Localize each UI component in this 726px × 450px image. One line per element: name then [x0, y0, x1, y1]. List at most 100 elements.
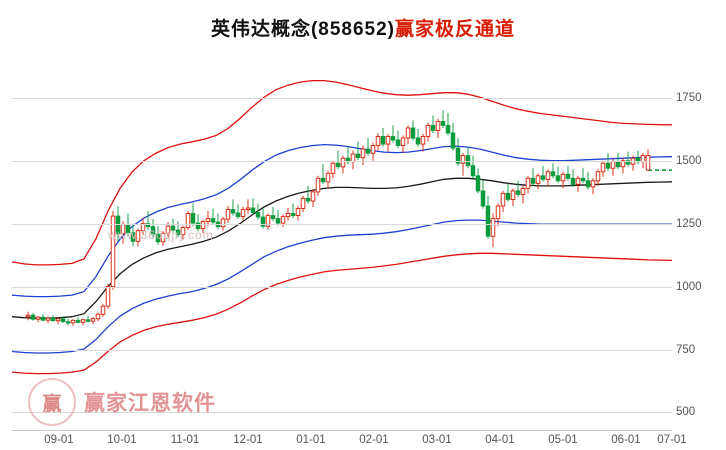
candlestick: [635, 150, 641, 165]
candlestick: [190, 203, 196, 227]
candlestick: [435, 118, 441, 138]
candlestick: [300, 195, 306, 212]
watermark-brand: 赢家江恩软件: [84, 392, 216, 415]
candlestick: [155, 226, 161, 245]
band-line: [11, 177, 673, 319]
chart-title: 英伟达概念(858652)赢家极反通道: [0, 14, 726, 41]
candlestick: [55, 317, 61, 325]
gridline: [12, 160, 672, 162]
candlestick: [515, 180, 521, 197]
candlestick: [400, 135, 406, 154]
candlestick: [25, 311, 31, 321]
candlestick: [240, 207, 246, 221]
candlestick: [445, 112, 451, 136]
candlestick: [380, 128, 386, 147]
candlestick: [120, 221, 126, 244]
candlestick: [325, 170, 331, 189]
candlestick: [260, 208, 266, 229]
candlestick: [80, 318, 86, 326]
candlestick: [305, 185, 311, 204]
candlestick: [95, 312, 101, 322]
candlestick: [60, 316, 66, 323]
candlestick: [35, 315, 41, 323]
candlestick: [410, 120, 416, 141]
candlestick: [50, 315, 56, 322]
candlestick: [625, 151, 631, 167]
gridline: [12, 223, 672, 225]
gridline: [12, 412, 672, 414]
candlestick: [160, 231, 166, 246]
y-axis-tick-label: 1000: [676, 280, 702, 293]
candlestick: [255, 203, 261, 220]
candlestick: [450, 122, 456, 151]
candlestick: [315, 175, 321, 196]
band-line: [11, 79, 673, 266]
x-axis-tick-label: 01-01: [296, 434, 326, 446]
candlestick: [215, 213, 221, 230]
candlestick: [540, 165, 546, 182]
x-axis-tick-label: 10-01: [107, 434, 137, 446]
band-line: [11, 252, 673, 375]
x-axis-tick-label: 04-01: [485, 434, 515, 446]
candlestick: [495, 203, 501, 227]
candlestick: [530, 168, 536, 186]
candlestick: [335, 150, 341, 170]
x-axis-tick-label: 02-01: [359, 434, 389, 446]
candlestick: [550, 163, 556, 179]
candlestick: [270, 207, 276, 222]
x-axis-tick-label: 12-01: [233, 434, 263, 446]
gridline: [12, 97, 672, 99]
candlestick: [85, 315, 91, 323]
candlestick: [210, 208, 216, 225]
candlestick: [125, 213, 131, 237]
candlestick: [320, 164, 326, 185]
candlestick: [475, 168, 481, 194]
watermark-url: www.360qjrj.com: [108, 228, 214, 242]
candlestick: [355, 141, 361, 161]
candlestick: [90, 317, 96, 325]
candlestick: [645, 149, 651, 171]
candlestick: [280, 214, 286, 228]
candlestick: [520, 185, 526, 204]
y-axis-tick-label: 1500: [676, 154, 702, 167]
candlestick: [250, 198, 256, 215]
candlestick: [365, 138, 371, 156]
candlestick: [105, 284, 111, 309]
candlestick: [330, 160, 336, 179]
y-axis-tick-label: 750: [676, 343, 696, 356]
candlestick: [605, 153, 611, 171]
x-axis-tick-label: 06-01: [611, 434, 641, 446]
candlestick: [610, 159, 616, 176]
candlestick: [430, 115, 436, 133]
candlestick: [265, 213, 271, 230]
candlestick: [285, 208, 291, 221]
candlestick: [150, 219, 156, 238]
candlestick: [525, 175, 531, 194]
x-axis-line: [12, 430, 672, 431]
candlestick: [230, 199, 236, 216]
candlestick: [555, 166, 561, 184]
candlestick: [510, 188, 516, 206]
gridline: [12, 349, 672, 351]
candlestick: [185, 211, 191, 231]
candlestick: [440, 110, 446, 128]
candlestick: [580, 168, 586, 184]
candlestick: [460, 153, 466, 176]
candlestick: [560, 171, 566, 189]
candlestick: [195, 214, 201, 232]
candlestick: [340, 155, 346, 174]
candlestick: [600, 160, 606, 177]
candlestick: [395, 130, 401, 149]
candlestick: [470, 155, 476, 179]
candlestick: [405, 125, 411, 145]
candlestick: [275, 210, 281, 226]
watermark: 赢 赢家江恩软件: [28, 378, 216, 426]
candlestick: [290, 203, 296, 219]
candlestick: [295, 206, 301, 221]
candlestick: [200, 219, 206, 234]
y-axis-tick-label: 1750: [676, 91, 702, 104]
candlestick: [130, 223, 136, 247]
candlestick: [45, 316, 51, 324]
candlestick: [505, 183, 511, 202]
